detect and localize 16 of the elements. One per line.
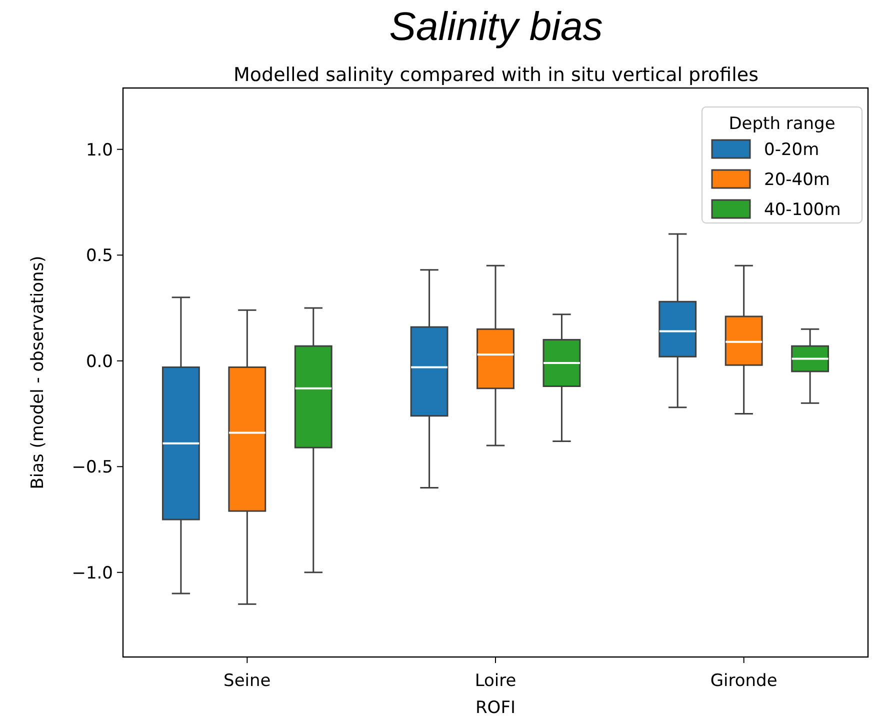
x-tick-label: Loire xyxy=(474,671,516,691)
y-tick-label: 1.0 xyxy=(86,140,113,160)
y-tick-label: −0.5 xyxy=(72,458,113,478)
legend-label: 20-40m xyxy=(764,170,830,190)
chart-subtitle: Modelled salinity compared with in situ vertical profiles xyxy=(234,64,758,86)
y-tick-label: 0.0 xyxy=(86,352,113,372)
x-axis-title: ROFI xyxy=(476,698,516,718)
legend-title: Depth range xyxy=(728,114,836,134)
x-tick-label: Gironde xyxy=(710,671,778,691)
legend-label: 0-20m xyxy=(764,140,820,160)
x-tick-label: Seine xyxy=(224,671,271,691)
y-tick-label: −1.0 xyxy=(72,563,113,584)
chart-title: Salinity bias xyxy=(389,5,603,49)
legend-label: 40-100m xyxy=(764,200,841,220)
y-axis-title: Bias (model - observations) xyxy=(28,256,48,490)
y-tick-label: 0.5 xyxy=(86,246,113,266)
